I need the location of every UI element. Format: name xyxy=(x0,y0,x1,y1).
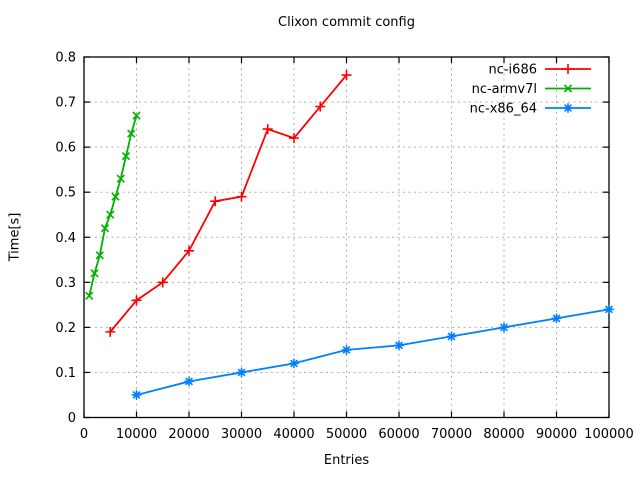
series-nc-i686 xyxy=(105,70,352,337)
y-tick-label: 0.3 xyxy=(55,276,76,291)
tick-labels: 0 10000 20000 30000 40000 50000 60000 70000 8000… xyxy=(55,51,634,443)
series-nc-x86_64 xyxy=(131,304,614,400)
legend-item-nc-x86_64: nc-x86_64 xyxy=(470,102,591,117)
x-tick-label: 30000 xyxy=(221,427,262,442)
legend-label: nc-armv7l xyxy=(472,82,537,97)
legend-label: nc-i686 xyxy=(488,63,537,78)
legend: nc-i686 nc-armv7l nc-x86_64 xyxy=(470,63,591,117)
y-tick-label: 0.7 xyxy=(55,96,76,111)
x-tick-label: 20000 xyxy=(168,427,209,442)
series-nc-armv7l xyxy=(85,111,141,300)
chart-title: Clixon commit config xyxy=(278,15,415,30)
y-tick-label: 0.1 xyxy=(55,366,76,381)
y-tick-label: 0.2 xyxy=(55,321,76,336)
legend-marker-sample xyxy=(563,103,573,113)
legend-marker-sample xyxy=(563,64,573,74)
x-tick-label: 70000 xyxy=(431,427,472,442)
legend-item-nc-i686: nc-i686 xyxy=(488,63,591,78)
series-line xyxy=(109,74,348,333)
x-tick-label: 0 xyxy=(80,427,88,442)
x-tick-label: 10000 xyxy=(116,427,157,442)
x-tick-label: 80000 xyxy=(483,427,524,442)
x-tick-label: 90000 xyxy=(536,427,577,442)
y-tick-label: 0.8 xyxy=(55,51,76,66)
x-axis-label: Entries xyxy=(323,453,370,468)
x-tick-label: 40000 xyxy=(273,427,314,442)
series-markers xyxy=(105,70,352,337)
x-tick-label: 50000 xyxy=(326,427,367,442)
axis-ticks xyxy=(83,56,610,419)
legend-marker-sample xyxy=(563,84,573,93)
y-tick-label: 0.5 xyxy=(55,186,76,201)
series-line xyxy=(88,115,138,297)
y-tick-label: 0.4 xyxy=(55,231,76,246)
series-markers xyxy=(85,111,141,300)
x-tick-label: 60000 xyxy=(378,427,419,442)
y-tick-label: 0.6 xyxy=(55,141,76,156)
x-tick-label: 100000 xyxy=(584,427,634,442)
legend-item-nc-armv7l: nc-armv7l xyxy=(472,82,591,97)
y-tick-label: 0 xyxy=(68,411,76,426)
series-line xyxy=(136,308,610,396)
legend-label: nc-x86_64 xyxy=(470,102,537,117)
series-markers xyxy=(131,304,614,400)
